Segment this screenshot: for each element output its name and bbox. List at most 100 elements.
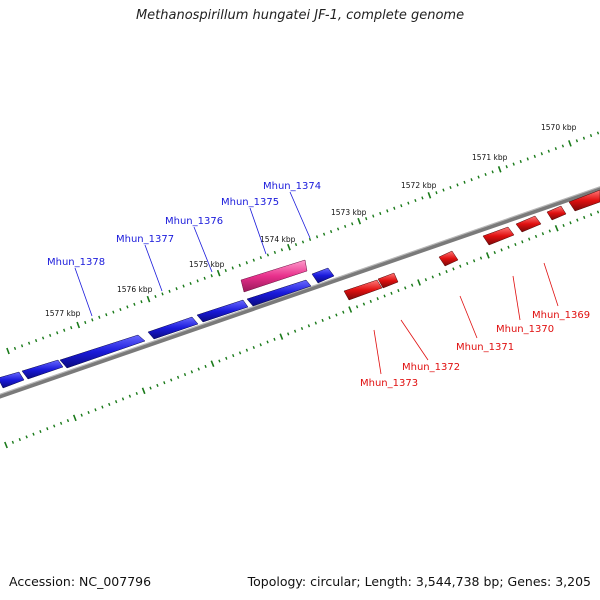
minor-tick bbox=[596, 131, 600, 135]
minor-tick bbox=[176, 375, 180, 379]
minor-tick bbox=[519, 159, 522, 164]
minor-tick bbox=[386, 209, 389, 213]
gene-label-reverse[interactable]: Mhun_1372 bbox=[402, 362, 460, 373]
minor-tick bbox=[404, 286, 407, 290]
gene-arrow-forward[interactable] bbox=[147, 316, 199, 340]
minor-tick bbox=[589, 213, 593, 217]
minor-tick bbox=[20, 344, 24, 348]
minor-tick bbox=[190, 370, 194, 374]
major-tick bbox=[279, 333, 284, 340]
minor-tick bbox=[94, 408, 97, 412]
gene-arrow-forward[interactable] bbox=[246, 279, 312, 307]
gene-arrow-reverse[interactable] bbox=[568, 189, 600, 212]
outer-tick-ruler bbox=[6, 131, 600, 355]
minor-tick bbox=[540, 152, 543, 156]
gene-label-forward[interactable]: Mhun_1377 bbox=[116, 234, 174, 245]
minor-tick bbox=[53, 424, 56, 428]
minor-tick bbox=[161, 292, 164, 296]
minor-tick bbox=[328, 316, 331, 320]
minor-tick bbox=[266, 253, 270, 257]
map-title: Methanospirillum hungatei JF-1, complete… bbox=[135, 8, 465, 23]
minor-tick bbox=[84, 320, 87, 325]
minor-tick bbox=[101, 405, 104, 409]
minor-tick bbox=[259, 256, 262, 260]
minor-tick bbox=[424, 278, 428, 282]
major-tick bbox=[497, 166, 502, 173]
minor-tick bbox=[25, 435, 28, 439]
minor-tick bbox=[98, 315, 101, 319]
minor-tick bbox=[322, 232, 326, 236]
major-tick bbox=[357, 217, 362, 225]
minor-tick bbox=[315, 235, 319, 239]
minor-tick bbox=[80, 413, 83, 417]
minor-tick bbox=[526, 157, 529, 161]
gene-label-reverse[interactable]: Mhun_1369 bbox=[532, 310, 590, 321]
minor-tick bbox=[456, 183, 459, 187]
gene-arrow-forward[interactable] bbox=[59, 334, 146, 369]
minor-tick bbox=[329, 230, 333, 234]
gene-arrow-reverse[interactable] bbox=[546, 205, 567, 221]
minor-tick bbox=[336, 227, 340, 231]
minor-tick bbox=[470, 178, 473, 182]
gene-arrow-reverse[interactable] bbox=[377, 272, 399, 289]
minor-tick bbox=[400, 204, 403, 208]
minor-tick bbox=[575, 139, 579, 143]
minor-tick bbox=[66, 419, 70, 423]
leader-line bbox=[512, 275, 521, 321]
gene-arrow-forward[interactable] bbox=[311, 267, 335, 284]
minor-tick bbox=[355, 305, 359, 309]
minor-tick bbox=[514, 242, 517, 247]
minor-tick bbox=[105, 313, 108, 317]
gene-label-reverse[interactable]: Mhun_1370 bbox=[496, 324, 554, 335]
genome-summary: Topology: circular; Length: 3,544,738 bp… bbox=[247, 574, 591, 589]
minor-tick bbox=[307, 324, 311, 328]
minor-tick bbox=[114, 400, 118, 404]
minor-tick bbox=[245, 348, 249, 352]
accession-label: Accession: NC_007796 bbox=[9, 574, 152, 589]
gene-label-forward[interactable]: Mhun_1378 bbox=[47, 257, 105, 268]
gene-arrow-forward[interactable] bbox=[21, 359, 64, 380]
minor-tick bbox=[252, 258, 255, 262]
gene-arrow-forward[interactable] bbox=[196, 299, 249, 323]
minor-tick bbox=[294, 243, 298, 247]
major-tick bbox=[287, 243, 291, 251]
minor-tick bbox=[397, 289, 400, 293]
gene-label-forward[interactable]: Mhun_1376 bbox=[165, 216, 223, 227]
minor-tick bbox=[121, 397, 125, 401]
minor-tick bbox=[484, 172, 487, 177]
minor-tick bbox=[376, 297, 379, 301]
minor-tick bbox=[156, 383, 159, 387]
gene-label-forward[interactable]: Mhun_1375 bbox=[221, 197, 279, 208]
minor-tick bbox=[533, 154, 536, 158]
minor-tick bbox=[301, 240, 305, 244]
ruler-label: 1577 kbp bbox=[45, 309, 81, 318]
gene-arrow-forward[interactable] bbox=[0, 371, 25, 389]
gene-arrow-reverse[interactable] bbox=[438, 250, 459, 267]
leader-line bbox=[193, 226, 213, 273]
minor-tick bbox=[27, 341, 31, 345]
minor-tick bbox=[321, 318, 324, 322]
gene-arrow-reverse[interactable] bbox=[515, 215, 542, 233]
gene-label-reverse[interactable]: Mhun_1371 bbox=[456, 342, 514, 353]
highlighted-gene[interactable] bbox=[240, 259, 308, 293]
gene-arrow-reverse[interactable] bbox=[343, 279, 383, 301]
minor-tick bbox=[449, 185, 452, 190]
minor-tick bbox=[351, 222, 354, 226]
leader-line bbox=[373, 329, 382, 375]
minor-tick bbox=[56, 331, 59, 335]
gene-label-reverse[interactable]: Mhun_1373 bbox=[360, 378, 418, 389]
minor-tick bbox=[163, 381, 166, 385]
minor-tick bbox=[414, 198, 417, 203]
minor-tick bbox=[266, 340, 269, 344]
minor-tick bbox=[445, 270, 448, 274]
major-tick bbox=[141, 387, 146, 395]
genome-backbone bbox=[0, 186, 600, 399]
minor-tick bbox=[183, 373, 187, 377]
leader-line bbox=[543, 262, 559, 307]
minor-tick bbox=[46, 427, 49, 431]
gene-label-forward[interactable]: Mhun_1374 bbox=[263, 181, 321, 192]
minor-tick bbox=[41, 336, 45, 340]
gene-arrow-reverse[interactable] bbox=[482, 226, 515, 246]
minor-tick bbox=[383, 294, 386, 298]
minor-tick bbox=[280, 248, 284, 252]
